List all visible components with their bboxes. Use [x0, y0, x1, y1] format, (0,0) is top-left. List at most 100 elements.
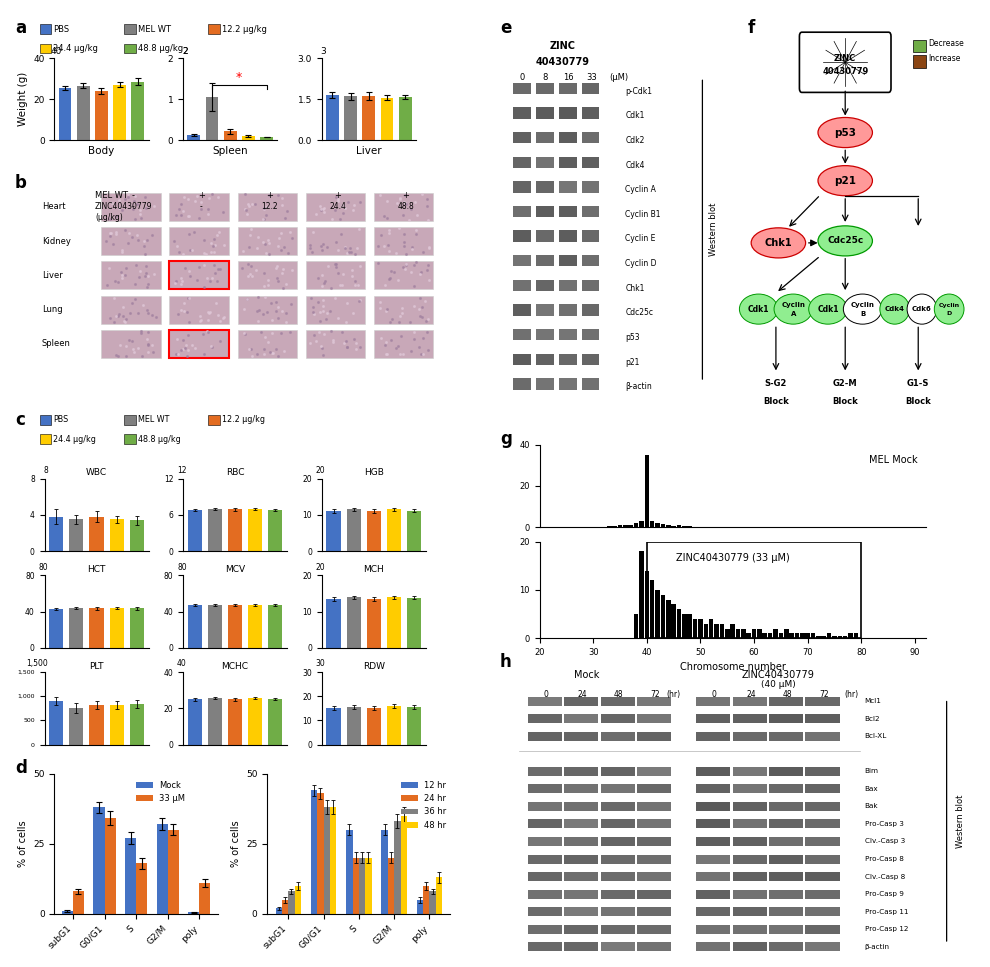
Text: *: * [237, 71, 243, 84]
Text: Liver: Liver [42, 271, 62, 279]
Bar [833, 636, 837, 638]
Text: RBC: RBC [226, 468, 245, 478]
Bar [93, 807, 105, 914]
Text: Chk1: Chk1 [626, 283, 644, 293]
Bar [660, 595, 665, 638]
Text: (hr): (hr) [844, 690, 858, 699]
Bar [778, 633, 783, 638]
Bar [513, 279, 531, 291]
Bar [582, 279, 600, 291]
Text: ZINC40430779: ZINC40430779 [95, 202, 152, 211]
Bar [736, 629, 741, 638]
Bar [327, 708, 341, 745]
Bar [528, 715, 562, 723]
Bar [101, 296, 161, 324]
Bar [387, 597, 401, 648]
Bar [913, 41, 926, 52]
Legend: 12 hr, 24 hr, 36 hr, 48 hr: 12 hr, 24 hr, 36 hr, 48 hr [398, 777, 449, 833]
Text: 16: 16 [563, 73, 573, 82]
Bar [637, 924, 671, 933]
Text: Increase: Increase [929, 54, 960, 64]
Bar [537, 82, 553, 94]
Bar [746, 633, 751, 638]
Bar [61, 911, 73, 914]
Bar [693, 619, 697, 638]
Bar [528, 924, 562, 933]
Bar [649, 521, 654, 527]
Bar [528, 855, 562, 864]
Bar [601, 907, 635, 916]
Bar [806, 942, 840, 952]
Text: 48.8: 48.8 [397, 202, 414, 211]
Bar [601, 855, 635, 864]
Bar [113, 85, 126, 140]
Bar [582, 107, 600, 119]
Bar [682, 526, 687, 527]
Bar [559, 181, 576, 192]
Text: e: e [500, 19, 511, 38]
Bar [559, 132, 576, 143]
Bar [769, 697, 803, 706]
Bar [564, 855, 598, 864]
Bar [366, 708, 381, 745]
Bar [564, 924, 598, 933]
Bar [130, 704, 144, 745]
Bar [822, 636, 826, 638]
Text: Mcl1: Mcl1 [864, 698, 881, 704]
Bar [806, 890, 840, 898]
Bar [768, 633, 772, 638]
Bar [537, 305, 553, 315]
Bar [666, 600, 670, 638]
Bar [513, 181, 531, 192]
Bar [417, 899, 423, 914]
Bar [110, 519, 124, 551]
Ellipse shape [740, 294, 778, 324]
Bar [618, 525, 623, 527]
Text: 8: 8 [44, 466, 49, 475]
Bar [564, 715, 598, 723]
Bar [601, 872, 635, 881]
Bar [582, 82, 600, 94]
Bar [769, 767, 803, 776]
Bar [649, 580, 654, 638]
Bar [50, 516, 63, 551]
Bar [696, 715, 731, 723]
X-axis label: Chromosome number: Chromosome number [680, 662, 785, 672]
Bar [742, 629, 745, 638]
Text: -: - [132, 202, 135, 211]
Bar [634, 614, 639, 638]
Bar [101, 227, 161, 255]
Bar [366, 512, 381, 551]
Text: p-Cdk1: p-Cdk1 [626, 87, 652, 96]
Bar [806, 715, 840, 723]
Bar [696, 802, 731, 811]
Bar [374, 192, 434, 220]
Text: d: d [15, 759, 27, 777]
Bar [528, 784, 562, 793]
Bar [629, 525, 633, 527]
Bar [513, 329, 531, 340]
Bar [582, 305, 600, 315]
Bar [769, 924, 803, 933]
Bar [101, 192, 161, 220]
Ellipse shape [818, 165, 872, 195]
Bar [582, 132, 600, 143]
Bar [77, 86, 90, 140]
Text: Bcl2: Bcl2 [864, 716, 880, 721]
Bar [601, 890, 635, 898]
Bar [125, 838, 137, 914]
Bar [800, 633, 805, 638]
Text: 20: 20 [316, 563, 326, 571]
Text: Cyclin E: Cyclin E [626, 234, 655, 244]
Bar [806, 855, 840, 864]
Bar [564, 802, 598, 811]
Bar [733, 837, 766, 846]
Bar [513, 82, 531, 94]
Bar [559, 378, 576, 390]
Text: HCT: HCT [87, 565, 106, 573]
Bar [268, 605, 282, 648]
Text: 12.2 μg/kg: 12.2 μg/kg [222, 24, 266, 34]
Bar [696, 924, 731, 933]
Text: Cyclin: Cyclin [850, 302, 874, 308]
Bar [513, 255, 531, 267]
